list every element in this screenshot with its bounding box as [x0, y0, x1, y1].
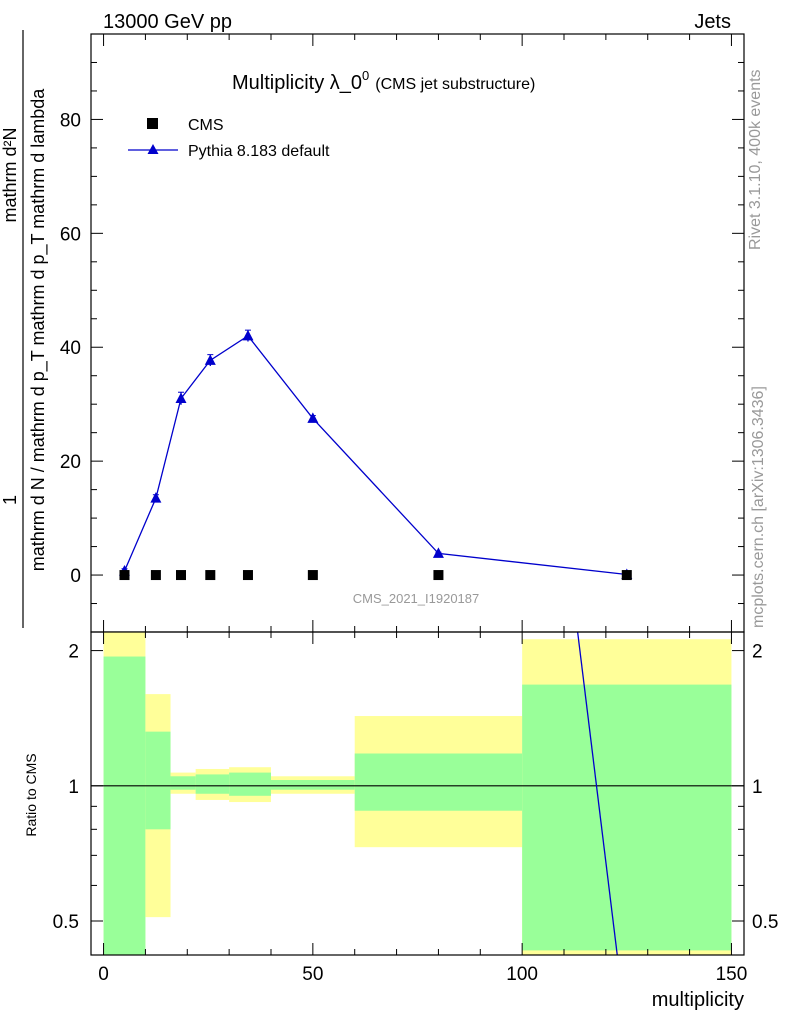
ratio-band-inner-5 — [270, 780, 355, 790]
legend-cms-marker — [147, 118, 158, 129]
mcplots-label: mcplots.cern.ch [arXiv:1306.3436] — [750, 386, 767, 628]
header-left: 13000 GeV pp — [103, 11, 232, 33]
ratio-band-inner-1 — [145, 731, 171, 830]
ratio-frame — [90, 631, 745, 956]
xlabel: multiplicity — [652, 989, 744, 1011]
pythia-point — [307, 412, 319, 423]
ratio-band-inner-0 — [103, 656, 146, 955]
pythia-series-line — [123, 334, 627, 576]
upper-ytick-label: 80 — [60, 110, 81, 131]
ylabel-numerator: 1 — [0, 495, 20, 505]
cms-point — [175, 570, 186, 581]
ratio-ytick-label-left: 2 — [68, 642, 79, 663]
ratio-ytick-label-left: 0.5 — [53, 912, 79, 933]
upper-ytick-label: 20 — [60, 452, 81, 473]
header-right: Jets — [694, 11, 731, 33]
chart-title: Multiplicity λ_00(CMS jet substructure) — [232, 68, 535, 94]
ratio-band-inner-6 — [354, 753, 523, 811]
ratio-ylabel: Ratio to CMS — [23, 753, 39, 836]
upper-ytick-label: 60 — [60, 224, 81, 245]
ratio-pythia-line — [576, 632, 618, 955]
cms-point — [242, 570, 253, 581]
legend-pythia-label: Pythia 8.183 default — [188, 143, 330, 160]
ylabel-denominator: mathrm d N / mathrm d p_T mathrm d p_T m… — [28, 88, 49, 571]
ratio-xtick-label: 100 — [506, 964, 538, 985]
ylabel-main: mathrm d²N — [0, 127, 20, 222]
ratio-band-inner-3 — [195, 774, 230, 794]
watermark-label: CMS_2021_I1920187 — [353, 591, 480, 606]
cms-point — [621, 570, 632, 581]
upper-ylabel: 1 mathrm d N / mathrm d p_T mathrm d p_T… — [0, 30, 49, 628]
cms-point — [307, 570, 318, 581]
cms-point — [150, 570, 161, 581]
ratio-xtick-label: 0 — [98, 964, 109, 985]
cms-point — [119, 570, 130, 581]
cms-point — [205, 570, 216, 581]
ratio-band-inner-4 — [229, 772, 271, 796]
upper-ytick-label: 0 — [70, 566, 81, 587]
ratio-ytick-label-right: 1 — [752, 777, 763, 798]
pythia-point — [150, 492, 162, 503]
rivet-label: Rivet 3.1.10, 400k events — [747, 69, 764, 250]
pythia-point — [175, 392, 187, 403]
ratio-ytick-label-right: 2 — [752, 642, 763, 663]
pythia-point — [242, 329, 254, 341]
ratio-band-inner-2 — [170, 776, 196, 790]
ratio-band-inner-7 — [522, 684, 732, 951]
ratio-xtick-label: 150 — [716, 964, 748, 985]
cms-point — [433, 570, 444, 581]
pythia-point — [432, 547, 444, 558]
upper-panel: 0 20 40 60 80 — [60, 33, 745, 633]
legend-pythia-marker — [147, 144, 159, 154]
ratio-ytick-label-left: 1 — [68, 777, 79, 798]
ratio-ytick-label-right: 0.5 — [752, 912, 778, 933]
legend-cms-label: CMS — [188, 117, 224, 134]
ratio-xtick-label: 50 — [302, 964, 323, 985]
upper-ytick-label: 40 — [60, 338, 81, 359]
pythia-point — [204, 354, 216, 365]
ratio-bands — [103, 632, 732, 955]
ratio-panel: 0 50 100 150 0.5 0.5 1 1 2 2 — [53, 631, 778, 985]
